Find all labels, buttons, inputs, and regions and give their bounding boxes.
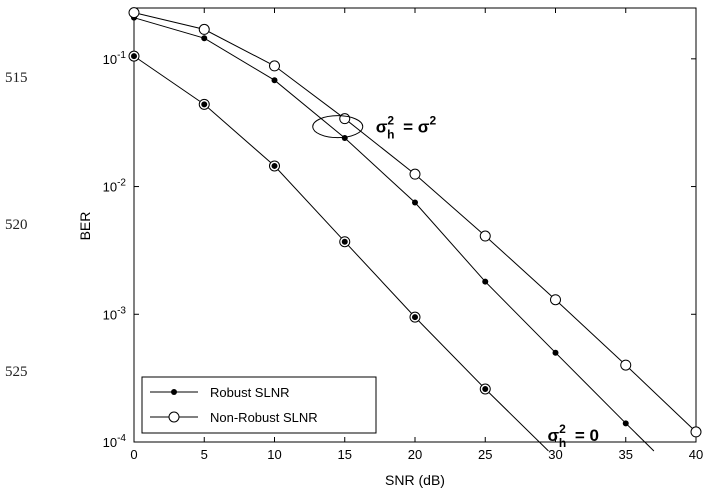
- data-point-dot: [412, 199, 418, 206]
- legend-marker-circle: [168, 411, 180, 423]
- legend-box: [141, 376, 377, 434]
- data-point-dot: [201, 35, 208, 42]
- x-tick-label: 20: [408, 447, 422, 462]
- group-ellipse: [312, 115, 364, 139]
- data-point-dot: [271, 162, 278, 169]
- x-tick-label: 5: [201, 447, 208, 462]
- data-point-dot: [622, 420, 629, 427]
- legend-label-nonrobust: Non-Robust SLNR: [210, 410, 318, 425]
- data-point-circle: [620, 359, 632, 371]
- y-axis-label: BER: [77, 212, 93, 241]
- data-point-dot: [482, 278, 489, 285]
- data-point-dot: [341, 134, 348, 141]
- data-point-dot: [412, 314, 418, 321]
- data-point-dot: [271, 77, 278, 84]
- data-point-circle: [690, 426, 702, 438]
- data-point-dot: [482, 385, 489, 392]
- series-line-1: [133, 12, 697, 433]
- data-point-circle: [269, 60, 280, 72]
- line-number-520: 520: [5, 217, 28, 233]
- x-tick-label: 30: [548, 447, 562, 462]
- data-point-circle: [339, 113, 351, 125]
- x-tick-label: 25: [478, 447, 492, 462]
- x-axis-label: SNR (dB): [385, 472, 445, 488]
- y-tick-label: 10-2: [103, 178, 127, 195]
- line-number-525: 525: [5, 364, 28, 380]
- annotation-layer: σ2 h = σ2 σ2 h = 0: [312, 114, 600, 450]
- x-tick-label: 10: [267, 447, 281, 462]
- data-point-dot: [131, 53, 137, 60]
- data-point-dot: [341, 238, 348, 245]
- line-number-515: 515: [5, 70, 28, 86]
- x-tick-label: 15: [338, 447, 352, 462]
- data-point-circle: [198, 23, 210, 35]
- axis-ticks: 0 5 10 15 20 25 30 35 40 10-1 10-2 10-3 10-4: [103, 8, 703, 462]
- legend-label-robust: Robust SLNR: [210, 385, 289, 400]
- annotation-sigma-equal: σ2 h = σ2: [376, 114, 437, 142]
- data-point-circle: [550, 294, 561, 306]
- data-point-circle: [479, 230, 491, 242]
- annotation-sigma-zero: σ2 h = 0: [548, 422, 600, 450]
- x-tick-label: 0: [130, 447, 137, 462]
- data-point-circle: [128, 7, 140, 19]
- y-tick-label: 10-4: [103, 433, 127, 450]
- legend-marker-dot: [171, 389, 177, 395]
- x-tick-label: 35: [619, 447, 633, 462]
- y-tick-label: 10-3: [103, 305, 127, 322]
- data-point-circle: [409, 168, 421, 180]
- legend: Robust SLNR Non-Robust SLNR: [141, 376, 377, 434]
- series-layer: [128, 7, 702, 452]
- y-tick-label: 10-1: [103, 50, 127, 67]
- data-point-dot: [552, 349, 559, 356]
- data-point-dot: [201, 101, 208, 108]
- x-tick-label: 40: [689, 447, 703, 462]
